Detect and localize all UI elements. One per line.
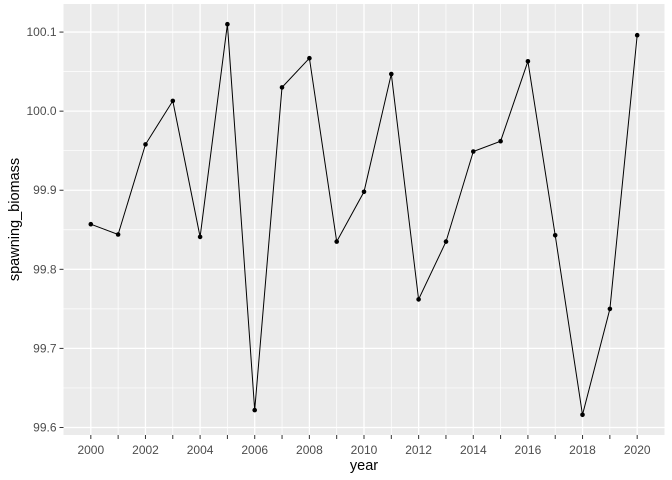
y-tick-label: 100.1 (26, 25, 56, 39)
axes: 2000 2002 2004 2006 2008 2010 2012 2014 2016 2018… (26, 25, 650, 457)
data-point (498, 138, 503, 144)
x-tick-label: 2020 (624, 443, 651, 457)
data-point (88, 221, 94, 227)
data-point (361, 189, 367, 195)
y-tick-label: 99.6 (33, 420, 57, 434)
x-tick-label: 2008 (296, 443, 323, 457)
data-point (279, 85, 285, 90)
data-point (416, 297, 421, 302)
y-tick-label: 99.9 (33, 183, 57, 197)
data-point (197, 234, 203, 240)
x-tick-label: 2000 (77, 443, 104, 457)
data-point (115, 232, 121, 237)
y-tick-label: 99.8 (33, 262, 57, 276)
x-tick-label: 2016 (515, 443, 542, 457)
data-point (252, 407, 257, 413)
x-tick-label: 2012 (405, 443, 432, 457)
data-point (307, 55, 312, 61)
gridlines (63, 4, 665, 435)
data-point (471, 149, 476, 154)
data-point (170, 98, 176, 104)
x-tick-label: 2014 (460, 443, 487, 457)
data-point (143, 142, 148, 147)
x-tick-label: 2010 (351, 443, 378, 457)
x-tick-label: 2006 (241, 443, 268, 457)
x-tick-label: 2018 (569, 443, 596, 457)
data-point (580, 412, 585, 418)
data-point (552, 233, 558, 238)
data-point (389, 71, 394, 77)
y-tick-label: 99.7 (33, 341, 57, 355)
data-series (88, 21, 640, 418)
data-point (634, 32, 640, 38)
x-axis-title: year (350, 458, 378, 474)
data-point (225, 21, 230, 27)
y-axis-title: spawning_biomass (7, 158, 23, 281)
x-tick-label: 2004 (187, 443, 214, 457)
data-point (525, 59, 531, 64)
data-point (607, 306, 613, 312)
y-tick-label: 100.0 (26, 104, 56, 118)
x-tick-label: 2002 (132, 443, 159, 457)
data-point (443, 239, 449, 244)
data-point (334, 239, 340, 244)
